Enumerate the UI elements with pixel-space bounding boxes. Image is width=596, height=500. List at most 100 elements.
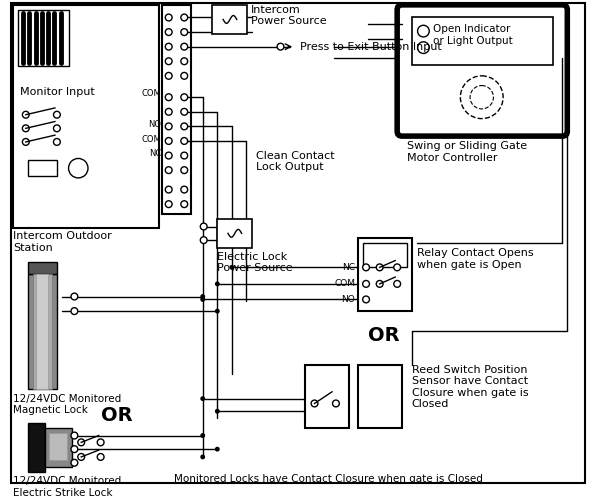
Circle shape — [78, 439, 85, 446]
Circle shape — [23, 138, 29, 145]
Text: NC: NC — [342, 263, 355, 272]
Bar — [412, 16, 552, 65]
Bar — [212, 5, 247, 34]
Bar — [363, 243, 407, 268]
Circle shape — [200, 294, 205, 299]
Circle shape — [97, 454, 104, 460]
Circle shape — [200, 433, 205, 438]
Circle shape — [181, 166, 188, 173]
Circle shape — [215, 409, 220, 414]
Circle shape — [418, 26, 429, 37]
Bar — [13, 5, 159, 228]
Bar — [28, 262, 57, 274]
Circle shape — [181, 123, 188, 130]
Bar — [305, 364, 349, 428]
Circle shape — [200, 454, 205, 460]
Bar — [33, 274, 52, 389]
Circle shape — [460, 76, 503, 118]
Circle shape — [165, 166, 172, 173]
Circle shape — [71, 460, 78, 466]
Text: Monitor Input: Monitor Input — [20, 88, 95, 98]
Text: Electric Lock
Power Source: Electric Lock Power Source — [218, 252, 293, 274]
Circle shape — [165, 14, 172, 21]
Circle shape — [165, 201, 172, 207]
Circle shape — [181, 94, 188, 100]
Text: NO: NO — [342, 295, 355, 304]
Bar — [45, 428, 73, 467]
Circle shape — [165, 44, 172, 50]
Text: COM: COM — [141, 89, 161, 98]
Text: NO: NO — [148, 120, 161, 129]
Text: Intercom Outdoor
Station: Intercom Outdoor Station — [13, 232, 112, 253]
Circle shape — [71, 293, 78, 300]
Circle shape — [418, 42, 429, 54]
Circle shape — [181, 138, 188, 144]
Circle shape — [470, 86, 493, 109]
Circle shape — [78, 454, 85, 460]
Circle shape — [97, 439, 104, 446]
Circle shape — [181, 152, 188, 159]
Bar — [28, 423, 45, 472]
Text: Clean Contact
Lock Output: Clean Contact Lock Output — [256, 150, 335, 172]
Circle shape — [165, 186, 172, 193]
Bar — [358, 364, 402, 428]
Circle shape — [362, 296, 370, 303]
Text: 12/24VDC Monitored
Electric Strike Lock: 12/24VDC Monitored Electric Strike Lock — [13, 476, 122, 498]
Text: Reed Switch Position
Sensor have Contact
Closure when gate is
Closed: Reed Switch Position Sensor have Contact… — [412, 364, 529, 410]
Text: COM: COM — [141, 134, 161, 143]
Text: Monitored Locks have Contact Closure when gate is Closed: Monitored Locks have Contact Closure whe… — [173, 474, 482, 484]
Circle shape — [23, 125, 29, 132]
Circle shape — [71, 308, 78, 314]
Bar — [28, 274, 57, 389]
Circle shape — [54, 112, 60, 118]
Circle shape — [215, 282, 220, 286]
Text: NC: NC — [148, 149, 161, 158]
Circle shape — [277, 44, 284, 50]
Circle shape — [394, 264, 401, 271]
Circle shape — [181, 28, 188, 35]
Bar — [36, 274, 48, 389]
Circle shape — [376, 280, 383, 287]
Circle shape — [362, 280, 370, 287]
Circle shape — [165, 123, 172, 130]
Text: Intercom
Power Source: Intercom Power Source — [252, 5, 327, 26]
Circle shape — [229, 265, 234, 270]
Circle shape — [181, 201, 188, 207]
Circle shape — [165, 58, 172, 64]
Circle shape — [181, 72, 188, 79]
Circle shape — [23, 112, 29, 118]
Circle shape — [394, 280, 401, 287]
Circle shape — [54, 125, 60, 132]
Bar — [18, 10, 69, 66]
Bar — [49, 432, 67, 460]
Text: OR: OR — [368, 326, 400, 344]
Circle shape — [376, 264, 383, 271]
Circle shape — [165, 28, 172, 35]
Circle shape — [311, 400, 318, 407]
Circle shape — [200, 236, 207, 244]
Circle shape — [165, 108, 172, 115]
Text: Swing or Sliding Gate
Motor Controller: Swing or Sliding Gate Motor Controller — [407, 141, 527, 163]
Circle shape — [181, 108, 188, 115]
Circle shape — [362, 264, 370, 271]
Circle shape — [333, 400, 339, 407]
Bar — [218, 218, 252, 248]
Circle shape — [181, 44, 188, 50]
Circle shape — [69, 158, 88, 178]
Circle shape — [181, 58, 188, 64]
Text: Open Indicator
or Light Output: Open Indicator or Light Output — [433, 24, 513, 46]
Circle shape — [200, 396, 205, 401]
FancyBboxPatch shape — [397, 5, 567, 136]
Text: OR: OR — [101, 406, 132, 426]
Circle shape — [54, 138, 60, 145]
Circle shape — [71, 432, 78, 439]
Circle shape — [165, 72, 172, 79]
Circle shape — [200, 223, 207, 230]
Circle shape — [215, 446, 220, 452]
Circle shape — [215, 308, 220, 314]
Text: 12/24VDC Monitored
Magnetic Lock: 12/24VDC Monitored Magnetic Lock — [13, 394, 122, 415]
Bar — [28, 160, 57, 176]
Circle shape — [181, 186, 188, 193]
Circle shape — [181, 14, 188, 21]
Circle shape — [165, 94, 172, 100]
